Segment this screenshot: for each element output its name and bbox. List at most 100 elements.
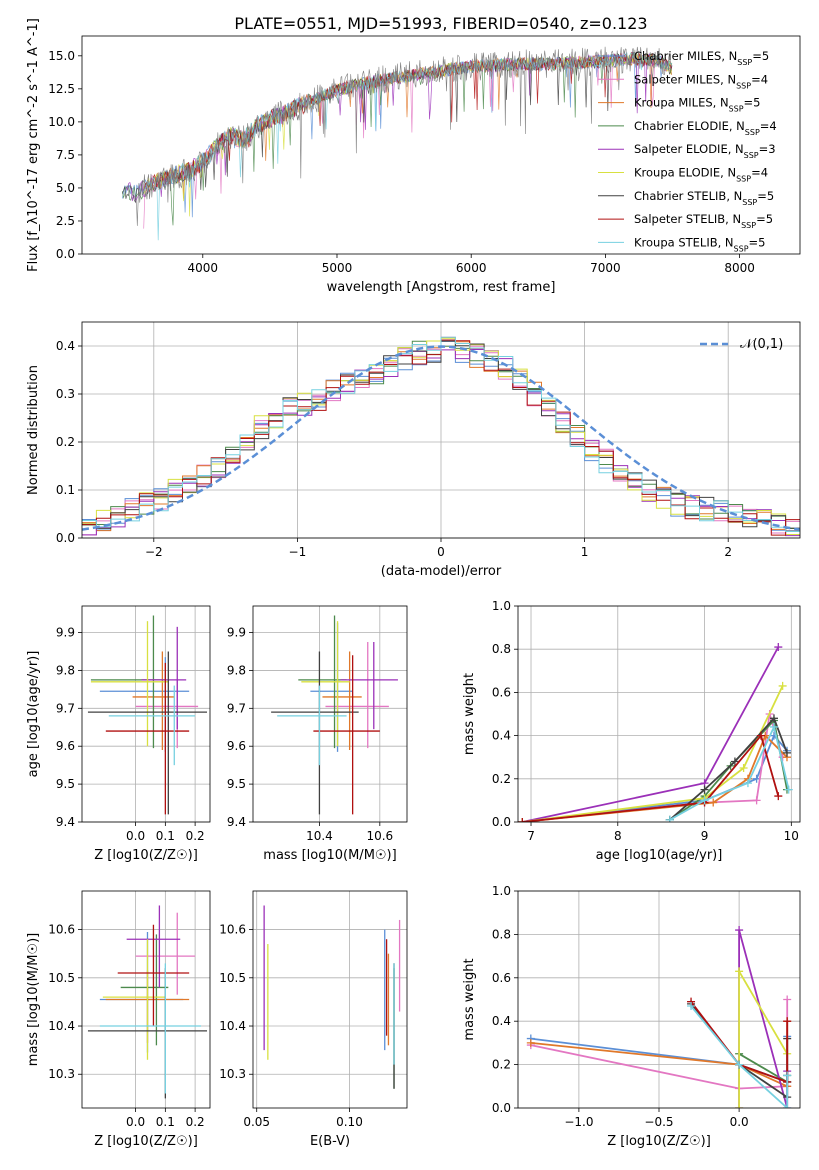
legend-entry: Kroupa STELIB, NSSP=5 xyxy=(634,235,765,253)
x-tick-label: 0.0 xyxy=(126,1115,145,1129)
y-tick-label: 0.0 xyxy=(56,247,75,261)
data-point xyxy=(783,1104,792,1108)
x-tick-label: −1 xyxy=(289,545,307,559)
axes-frame xyxy=(252,605,408,823)
data-point xyxy=(783,1071,792,1080)
mass-weight-series xyxy=(522,646,780,822)
x-tick-label: 4000 xyxy=(188,261,219,275)
legend-entry: 𝒩(0,1) xyxy=(740,337,783,352)
y-tick-label: 10.6 xyxy=(48,923,75,937)
y-tick-label: 1.0 xyxy=(492,599,511,613)
x-tick-label: 0.0 xyxy=(126,829,145,843)
x-axis-label: Z [log10(Z/Z☉)] xyxy=(94,848,198,863)
x-axis-label: Z [log10(Z/Z☉)] xyxy=(607,1134,711,1149)
data-point xyxy=(778,681,787,690)
axes-frame xyxy=(81,605,211,823)
y-tick-label: 2.5 xyxy=(56,214,75,228)
legend-entry: Salpeter MILES, NSSP=4 xyxy=(634,72,768,90)
data-point xyxy=(735,967,744,976)
mass_weight_vs_Z-data xyxy=(526,926,792,1108)
data-point xyxy=(774,643,783,652)
x-tick-label: 10.6 xyxy=(366,829,393,843)
residuals-data xyxy=(82,336,800,537)
x-tick-label: 8 xyxy=(614,829,622,843)
data-point xyxy=(518,818,527,822)
data-point xyxy=(769,714,778,723)
x-tick-label: 0.2 xyxy=(186,1115,205,1129)
mass-weight-series xyxy=(522,733,780,822)
x-axis-label: mass [log10(M/M☉)] xyxy=(263,848,396,863)
y-tick-label: 9.6 xyxy=(227,739,246,753)
data-point xyxy=(752,796,761,805)
y-tick-label: 9.4 xyxy=(227,815,246,829)
y-tick-label: 10.3 xyxy=(48,1067,75,1081)
y-tick-label: 9.7 xyxy=(56,701,75,715)
data-point xyxy=(782,748,791,757)
legend-entry: Salpeter STELIB, NSSP=5 xyxy=(634,212,773,230)
y-tick-label: 9.5 xyxy=(227,777,246,791)
x-tick-label: 9 xyxy=(701,829,709,843)
y-tick-label: 0.3 xyxy=(56,387,75,401)
y-tick-label: 7.5 xyxy=(56,148,75,162)
y-tick-label: 0.4 xyxy=(56,339,75,353)
y-axis-label: Normed distribution xyxy=(26,365,41,495)
axes-frame xyxy=(81,890,211,1109)
y-tick-label: 9.6 xyxy=(56,739,75,753)
mass_weight_vs_age-panel: 7 8 9 10 0.0 0.2 0.4 0.6 0.8 1.0 age [log10(age/yr… xyxy=(462,599,801,863)
x-tick-label: −2 xyxy=(145,545,163,559)
x-tick-label: −1.0 xyxy=(564,1115,593,1129)
x-tick-label: −0.5 xyxy=(644,1115,673,1129)
y-tick-label: 0.8 xyxy=(492,642,511,656)
data-point xyxy=(756,731,765,740)
y-axis-label: mass weight xyxy=(462,673,477,755)
histogram-series xyxy=(82,336,800,532)
y-tick-label: 10.5 xyxy=(48,971,75,985)
spectrum-data xyxy=(121,46,673,241)
panels: 4000 5000 6000 7000 80000.02.55.07.510.012.5… xyxy=(26,18,801,1149)
y-tick-label: 10.0 xyxy=(48,115,75,129)
y-axis-label: mass [log10(M/M☉)] xyxy=(26,933,41,1066)
axes-frame xyxy=(81,321,801,539)
mass_vs_Z-data xyxy=(87,905,208,1099)
data-point xyxy=(769,722,778,731)
x-tick-label: 7 xyxy=(527,829,535,843)
y-tick-label: 15.0 xyxy=(48,49,75,63)
age_vs_Z-panel: 0.0 0.1 0.2 9.4 9.5 9.6 9.7 9.8 9.9 Z [log10(Z/Z☉… xyxy=(26,605,211,863)
mass-weight-series xyxy=(690,1001,789,1084)
data-point xyxy=(665,815,674,822)
x-tick-label: 0.10 xyxy=(336,1115,363,1129)
axes-frame xyxy=(517,890,801,1109)
data-point xyxy=(526,1038,535,1047)
x-tick-label: 0.2 xyxy=(186,829,205,843)
mass_vs_Z-panel: 0.0 0.1 0.2 10.3 10.4 10.5 10.6 Z [log10(Z/Z☉)]… xyxy=(26,890,211,1149)
y-tick-label: 10.3 xyxy=(219,1067,246,1081)
data-point xyxy=(743,779,752,788)
y-tick-label: 0.4 xyxy=(492,1014,511,1028)
mass_vs_ebv-data xyxy=(263,905,401,1089)
normal-curve xyxy=(82,345,800,531)
x-tick-label: 0.05 xyxy=(243,1115,270,1129)
x-axis-label: age [log10(age/yr)] xyxy=(596,848,723,863)
y-axis-label: mass weight xyxy=(462,958,477,1040)
x-tick-label: 6000 xyxy=(456,261,487,275)
y-tick-label: 9.4 xyxy=(56,815,75,829)
age_vs_mass-data xyxy=(271,615,398,815)
x-axis-label: E(B-V) xyxy=(310,1134,350,1149)
legend-entry: Salpeter ELODIE, NSSP=3 xyxy=(634,142,776,160)
x-tick-label: 2 xyxy=(724,545,732,559)
legend-entry: Kroupa MILES, NSSP=5 xyxy=(634,96,760,114)
y-tick-label: 0.4 xyxy=(492,729,511,743)
axes-frame xyxy=(252,890,408,1109)
y-tick-label: 10.4 xyxy=(219,1019,246,1033)
x-tick-label: 8000 xyxy=(724,261,755,275)
mass_vs_ebv-panel: 0.05 0.10 10.3 10.4 10.5 10.6 E(B-V) xyxy=(219,890,408,1149)
data-point xyxy=(700,785,709,794)
figure-title: PLATE=0551, MJD=51993, FIBERID=0540, z=0… xyxy=(234,14,647,33)
data-point xyxy=(774,792,783,801)
y-tick-label: 9.8 xyxy=(227,663,246,677)
data-point xyxy=(730,757,739,766)
mass-weight-series xyxy=(522,685,784,822)
x-tick-label: 0.0 xyxy=(730,1115,749,1129)
y-tick-label: 9.5 xyxy=(56,777,75,791)
axes-frame xyxy=(81,35,801,255)
